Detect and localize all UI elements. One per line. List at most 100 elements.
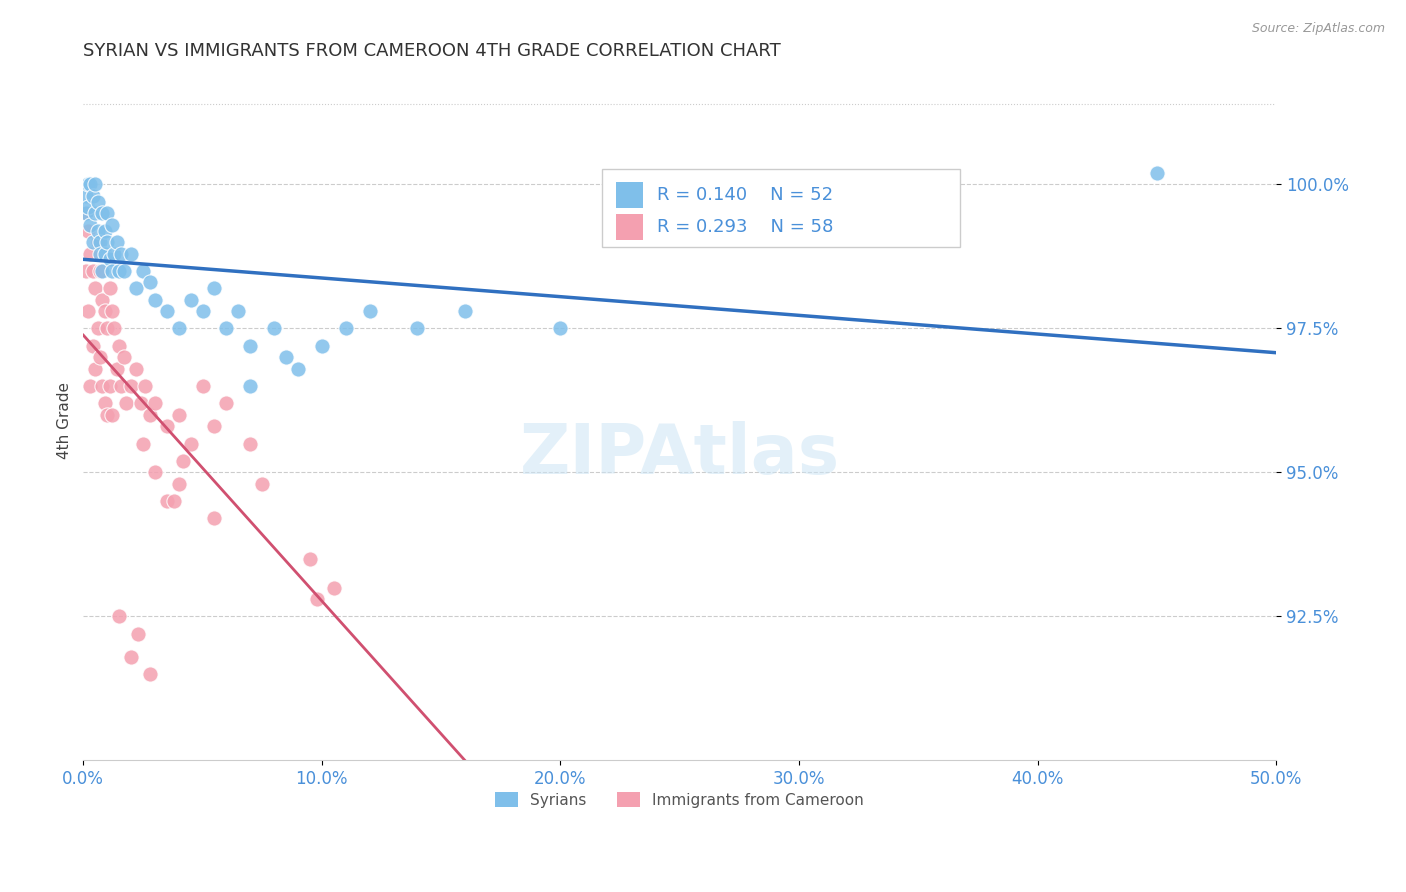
- Point: [454, 304, 477, 318]
- Point: [139, 276, 162, 290]
- Point: [120, 649, 142, 664]
- Point: [108, 339, 131, 353]
- Point: [298, 551, 321, 566]
- Point: [550, 321, 572, 335]
- Point: [82, 189, 104, 203]
- Point: [96, 206, 118, 220]
- Point: [84, 206, 107, 220]
- Point: [132, 436, 155, 450]
- Point: [108, 609, 131, 624]
- Point: [112, 264, 135, 278]
- Point: [94, 304, 117, 318]
- Point: [89, 235, 111, 249]
- Point: [86, 223, 108, 237]
- Point: [204, 511, 226, 525]
- Point: [110, 379, 132, 393]
- Point: [86, 321, 108, 335]
- Point: [96, 235, 118, 249]
- Point: [311, 339, 333, 353]
- Point: [191, 379, 214, 393]
- Point: [103, 321, 125, 335]
- Point: [84, 361, 107, 376]
- Point: [239, 339, 262, 353]
- Text: ZIPAtlas: ZIPAtlas: [520, 421, 839, 488]
- Point: [82, 339, 104, 353]
- Point: [173, 454, 195, 468]
- Point: [322, 581, 344, 595]
- Point: [239, 379, 262, 393]
- Point: [110, 246, 132, 260]
- Point: [129, 396, 152, 410]
- Point: [215, 396, 238, 410]
- Point: [115, 396, 138, 410]
- Point: [406, 321, 429, 335]
- Point: [125, 361, 148, 376]
- Point: [143, 396, 166, 410]
- Point: [79, 218, 101, 232]
- Point: [101, 218, 124, 232]
- Point: [89, 264, 111, 278]
- Text: R = 0.140    N = 52: R = 0.140 N = 52: [657, 186, 834, 204]
- Point: [134, 379, 156, 393]
- Y-axis label: 4th Grade: 4th Grade: [58, 382, 72, 459]
- Point: [77, 201, 100, 215]
- Point: [180, 293, 202, 307]
- Point: [91, 264, 114, 278]
- Point: [77, 178, 100, 192]
- Point: [139, 408, 162, 422]
- Bar: [602, 169, 960, 247]
- Point: [204, 419, 226, 434]
- Point: [89, 246, 111, 260]
- Point: [167, 321, 190, 335]
- Point: [82, 235, 104, 249]
- Bar: [616, 214, 643, 240]
- Point: [75, 264, 97, 278]
- Point: [1146, 166, 1168, 180]
- Point: [167, 477, 190, 491]
- Point: [94, 223, 117, 237]
- Point: [120, 379, 142, 393]
- Point: [103, 246, 125, 260]
- Point: [239, 436, 262, 450]
- Point: [84, 178, 107, 192]
- Point: [143, 293, 166, 307]
- Point: [191, 304, 214, 318]
- Point: [105, 361, 128, 376]
- Point: [112, 350, 135, 364]
- Point: [91, 379, 114, 393]
- Point: [127, 626, 149, 640]
- Point: [75, 206, 97, 220]
- Point: [204, 281, 226, 295]
- Point: [156, 304, 179, 318]
- Legend: Syrians, Immigrants from Cameroon: Syrians, Immigrants from Cameroon: [489, 786, 870, 814]
- Point: [94, 246, 117, 260]
- Point: [359, 304, 381, 318]
- Point: [108, 264, 131, 278]
- Point: [77, 304, 100, 318]
- Point: [96, 321, 118, 335]
- Point: [86, 235, 108, 249]
- Point: [75, 206, 97, 220]
- Point: [167, 408, 190, 422]
- Point: [84, 281, 107, 295]
- Point: [86, 194, 108, 209]
- Point: [156, 419, 179, 434]
- Text: SYRIAN VS IMMIGRANTS FROM CAMEROON 4TH GRADE CORRELATION CHART: SYRIAN VS IMMIGRANTS FROM CAMEROON 4TH G…: [83, 42, 782, 60]
- Point: [98, 379, 121, 393]
- Point: [307, 592, 329, 607]
- Point: [287, 361, 309, 376]
- Point: [94, 396, 117, 410]
- Point: [98, 252, 121, 267]
- Point: [125, 281, 148, 295]
- Text: R = 0.293    N = 58: R = 0.293 N = 58: [657, 218, 834, 235]
- Point: [82, 264, 104, 278]
- Text: Source: ZipAtlas.com: Source: ZipAtlas.com: [1251, 22, 1385, 36]
- Point: [139, 667, 162, 681]
- Point: [120, 246, 142, 260]
- Point: [163, 494, 186, 508]
- Point: [215, 321, 238, 335]
- Point: [77, 223, 100, 237]
- Point: [79, 379, 101, 393]
- Point: [335, 321, 357, 335]
- Point: [98, 281, 121, 295]
